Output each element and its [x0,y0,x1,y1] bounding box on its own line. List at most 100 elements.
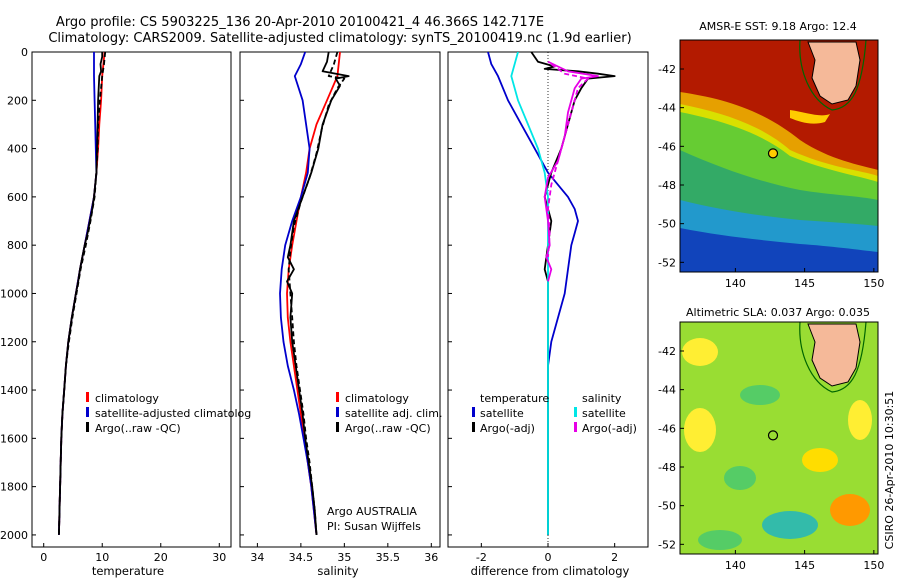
legend-item-satellite: satellite-adjusted climatolog [95,407,251,420]
x-tick-label: 0 [545,551,552,564]
salinity-panel: 34 34.5 35 35.5 36 salinity climatology sate… [239,51,442,578]
y-tick-label: -48 [658,179,676,192]
sla-anomaly-high [682,338,718,366]
x-tick-label: 140 [725,559,746,572]
sst-coldest-region [680,228,878,272]
figure-title-line2: Climatology: CARS2009. Satellite-adjuste… [48,31,631,46]
tasmania-landmass [807,323,861,387]
sst-map-title: AMSR-E SST: 9.18 Argo: 12.4 [699,20,857,33]
sla-anomaly-low [698,530,742,550]
series-line [287,52,346,535]
y-tick-label: 2000 [0,529,28,542]
series-line [510,52,549,535]
salinity-ticks: 34 34.5 35 35.5 36 [240,51,438,564]
sla-anomaly-low [724,466,756,490]
argo-credit-line2: PI: Susan Wijffels [327,520,421,533]
sla-map-panel: Altimetric SLA: 0.037 Argo: 0.035 140 145… [658,306,884,572]
x-tick-label: 10 [95,551,109,564]
series-line [286,52,350,535]
x-tick-label: 140 [725,277,746,290]
legend-swatch-satellite [86,407,89,417]
y-tick-label: 800 [7,239,28,252]
difference-lines [487,52,616,535]
legend-item-argo: Argo(..raw -QC) [345,422,431,435]
difference-panel: -2 0 2 difference from climatology tempera… [447,51,649,578]
sla-anomaly-high [684,408,716,452]
legend-swatch-climatology [86,392,89,402]
temperature-legend: climatology satellite-adjusted climatolo… [86,392,251,435]
sla-anomaly-higher [830,494,870,526]
temperature-axes [31,51,232,548]
legend-swatch-sal-argo [574,422,577,432]
legend-swatch-argo [336,422,339,432]
figure-title-line1: Argo profile: CS 5903225_136 20-Apr-2010… [56,15,544,30]
salinity-xlabel: salinity [317,564,358,578]
x-tick-label: 2 [611,551,618,564]
difference-xlabel: difference from climatology [471,564,630,578]
temperature-xlabel: temperature [92,564,164,578]
salinity-lines [279,52,350,535]
x-tick-label: 145 [794,277,815,290]
y-tick-label: -44 [658,384,676,397]
sst-map-axes [679,39,879,273]
temperature-panel: 0 10 20 30 0 200 400 600 800 1000 1200 1400 1600 1800… [0,46,251,578]
difference-legend: temperature satellite Argo(-adj) salinit… [472,392,637,435]
legend-item-satellite: satellite adj. clim. [345,407,442,420]
sla-map-ticks: 140 145 150 -42 -44 -46 -48 -50 -52 [658,345,884,572]
temperature-ticks: 0 10 20 30 0 200 400 600 800 1000 1200 1400 1600 1800… [0,46,226,564]
legend-heading-temperature: temperature [480,392,549,405]
y-tick-label: 600 [7,191,28,204]
series-line [286,52,341,535]
y-tick-label: -46 [658,140,676,153]
legend-item-sal-argo: Argo(-adj) [582,422,637,435]
series-line [279,52,318,535]
x-tick-label: 150 [863,559,884,572]
y-tick-label: -42 [658,345,676,358]
sla-map-axes [679,321,879,555]
y-tick-label: 1600 [0,432,28,445]
sst-map-ticks: 140 145 150 -42 -44 -46 -48 -50 -52 [658,63,884,290]
y-tick-label: 0 [21,46,28,59]
y-tick-label: -42 [658,63,676,76]
x-tick-label: 35.5 [376,551,401,564]
legend-swatch-argo [86,422,89,432]
series-line [58,52,107,535]
legend-item-climatology: climatology [95,392,159,405]
legend-swatch-climatology [336,392,339,402]
y-tick-label: 1800 [0,481,28,494]
y-tick-label: 1000 [0,287,28,300]
series-line [58,52,104,535]
legend-item-argo: Argo(..raw -QC) [95,422,181,435]
series-line [487,52,579,535]
y-tick-label: -44 [658,102,676,115]
sla-anomaly-low [740,385,780,405]
y-tick-label: 1400 [0,384,28,397]
y-tick-label: -52 [658,538,676,551]
argo-float-marker [767,148,779,159]
sst-warm-eddy [790,110,830,124]
legend-swatch-sal-satellite [574,407,577,417]
sst-map-panel: AMSR-E SST: 9.18 Argo: 12.4 140 145 150 -42… [658,20,884,290]
argo-float-marker [767,430,779,441]
argo-credit-line1: Argo AUSTRALIA [327,505,417,518]
legend-item-temp-argo: Argo(-adj) [480,422,535,435]
legend-item-climatology: climatology [345,392,409,405]
bathymetry-contour [799,40,867,111]
legend-swatch-temp-satellite [472,407,475,417]
sst-map-field [680,40,878,272]
sla-map-field [680,322,878,554]
legend-swatch-satellite [336,407,339,417]
x-tick-label: 35 [337,551,351,564]
x-tick-label: 36 [424,551,438,564]
series-line [530,52,616,535]
sla-anomaly-lower [762,511,818,539]
legend-swatch-temp-argo [472,422,475,432]
y-tick-label: -48 [658,461,676,474]
tasmania-landmass [807,41,861,105]
y-tick-label: 1200 [0,336,28,349]
difference-ticks: -2 0 2 [448,51,618,564]
side-timestamp: CSIRO 26-Apr-2010 10:30:51 [883,391,896,550]
bathymetry-contour [799,322,867,393]
x-tick-label: -2 [476,551,487,564]
